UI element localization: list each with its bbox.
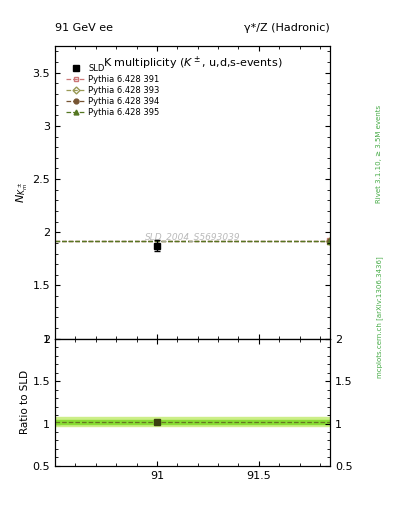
Text: K multiplicity ($K^\pm$, u,d,s-events): K multiplicity ($K^\pm$, u,d,s-events) <box>103 55 282 72</box>
Legend: SLD, Pythia 6.428 391, Pythia 6.428 393, Pythia 6.428 394, Pythia 6.428 395: SLD, Pythia 6.428 391, Pythia 6.428 393,… <box>65 62 161 119</box>
Bar <box>55 420 330 424</box>
Text: Rivet 3.1.10, ≥ 3.5M events: Rivet 3.1.10, ≥ 3.5M events <box>376 104 382 203</box>
Text: mcplots.cern.ch [arXiv:1306.3436]: mcplots.cern.ch [arXiv:1306.3436] <box>376 257 383 378</box>
Y-axis label: $N_{K^\pm_m}$: $N_{K^\pm_m}$ <box>14 182 29 203</box>
Text: SLD_2004_S5693039: SLD_2004_S5693039 <box>145 232 241 241</box>
Bar <box>55 417 330 426</box>
Text: γ*/Z (Hadronic): γ*/Z (Hadronic) <box>244 23 330 33</box>
Text: 91 GeV ee: 91 GeV ee <box>55 23 113 33</box>
Y-axis label: Ratio to SLD: Ratio to SLD <box>20 370 30 434</box>
